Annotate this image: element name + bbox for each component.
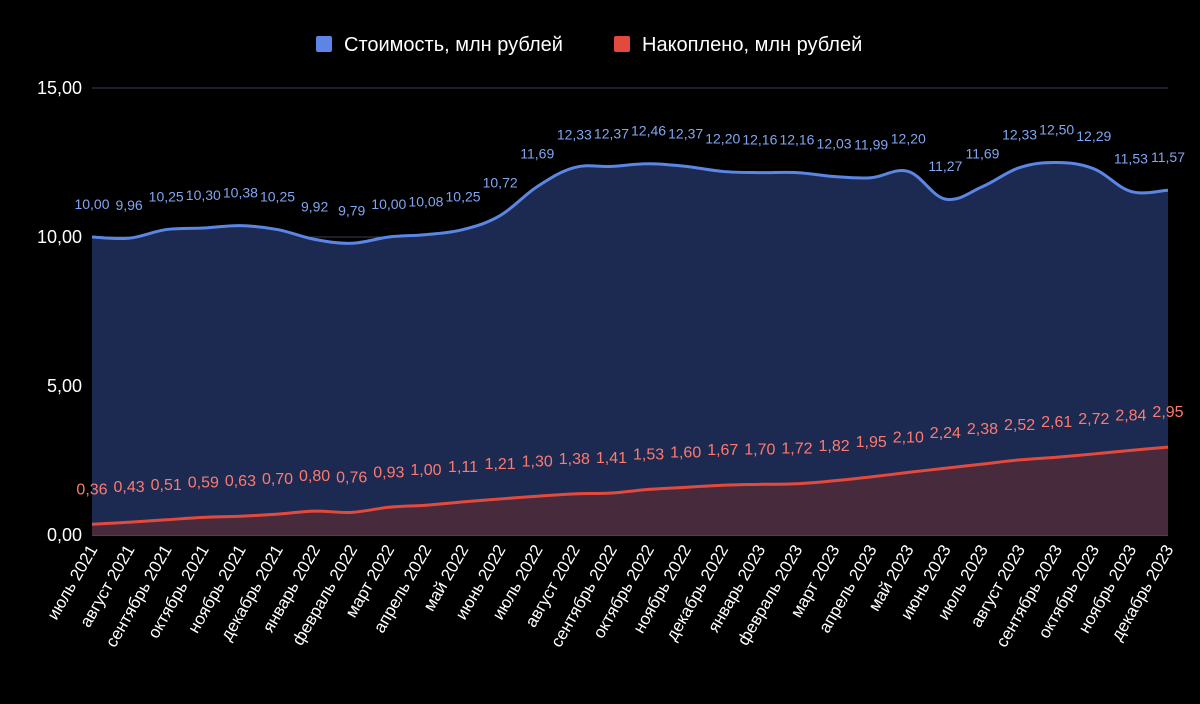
data-label: 10,25 [446,189,481,205]
data-label: 2,52 [1004,417,1035,434]
data-label: 1,11 [448,459,478,476]
y-tick-label: 15,00 [37,78,82,98]
data-label: 1,41 [596,450,627,467]
data-label: 10,72 [483,175,518,191]
data-label: 11,69 [520,146,554,162]
data-label: 1,70 [744,441,775,458]
data-label: 12,37 [594,125,629,141]
series-area-2 [92,447,1168,535]
data-label: 2,72 [1078,411,1109,428]
data-label: 10,00 [74,196,109,212]
data-label: 1,95 [856,434,887,451]
y-tick-label: 0,00 [47,525,82,545]
data-label: 0,63 [225,473,256,490]
data-label: 0,70 [262,471,293,488]
data-label: 12,16 [779,132,814,148]
series-lines [91,160,1169,526]
data-label: 11,99 [854,137,888,153]
data-label: 0,59 [188,474,219,491]
data-label: 10,30 [186,187,221,203]
data-label: 10,25 [149,189,184,205]
data-label: 10,08 [408,194,443,210]
data-label: 2,10 [893,429,924,446]
y-axis-tick-labels: 0,00 5,00 10,00 15,00 [37,78,82,545]
data-label: 11,27 [928,158,962,174]
data-label: 11,57 [1151,149,1185,165]
data-label: 12,20 [891,130,926,146]
series-areas [92,162,1168,535]
data-label: 12,33 [557,127,592,143]
data-label: 1,82 [818,438,849,455]
data-label: 9,92 [301,198,328,214]
series-line-2 [91,445,1169,526]
data-label: 1,53 [633,446,664,463]
legend-label: Накоплено, млн рублей [642,34,862,56]
legend-swatch [316,36,332,52]
data-label: 12,03 [817,136,852,152]
data-label: 1,30 [522,453,553,470]
data-label: 0,76 [336,469,367,486]
data-label: 12,29 [1076,128,1111,144]
data-label: 1,60 [670,444,701,461]
data-label: 1,67 [707,442,738,459]
data-label: 12,50 [1039,122,1074,138]
data-label: 2,95 [1152,404,1183,421]
data-label: 0,51 [151,477,182,494]
data-label: 12,37 [668,125,703,141]
y-tick-label: 5,00 [47,376,82,396]
data-label: 2,24 [930,425,961,442]
legend-swatch [614,36,630,52]
data-label: 2,61 [1041,414,1072,431]
data-label: 11,69 [965,146,999,162]
data-label: 2,84 [1115,407,1146,424]
data-label: 1,21 [485,456,516,473]
data-label: 9,96 [115,197,142,213]
data-label: 10,38 [223,185,258,201]
y-tick-label: 10,00 [37,227,82,247]
data-label: 12,20 [705,130,740,146]
legend-label: Стоимость, млн рублей [344,34,563,56]
data-label: 0,80 [299,468,330,485]
data-label: 12,46 [631,123,666,139]
series-line-1 [91,160,1169,245]
data-label: 0,43 [114,479,145,496]
data-label: 10,25 [260,189,295,205]
legend: Стоимость, млн рублей Накоплено, млн рубл… [316,34,862,56]
data-label: 1,00 [410,462,441,479]
data-label: 11,53 [1114,150,1148,166]
data-label: 12,16 [742,132,777,148]
data-label: 1,38 [559,451,590,468]
data-label: 12,33 [1002,127,1037,143]
series-area-1 [92,162,1168,535]
legend-item-1[interactable]: Стоимость, млн рублей [316,34,563,56]
data-label: 2,38 [967,421,998,438]
data-label: 0,36 [76,481,107,498]
data-label: 10,00 [371,196,406,212]
legend-item-2[interactable]: Накоплено, млн рублей [614,34,862,56]
data-label: 0,93 [373,464,404,481]
data-label: 9,79 [338,202,365,218]
data-label: 1,72 [781,441,812,458]
